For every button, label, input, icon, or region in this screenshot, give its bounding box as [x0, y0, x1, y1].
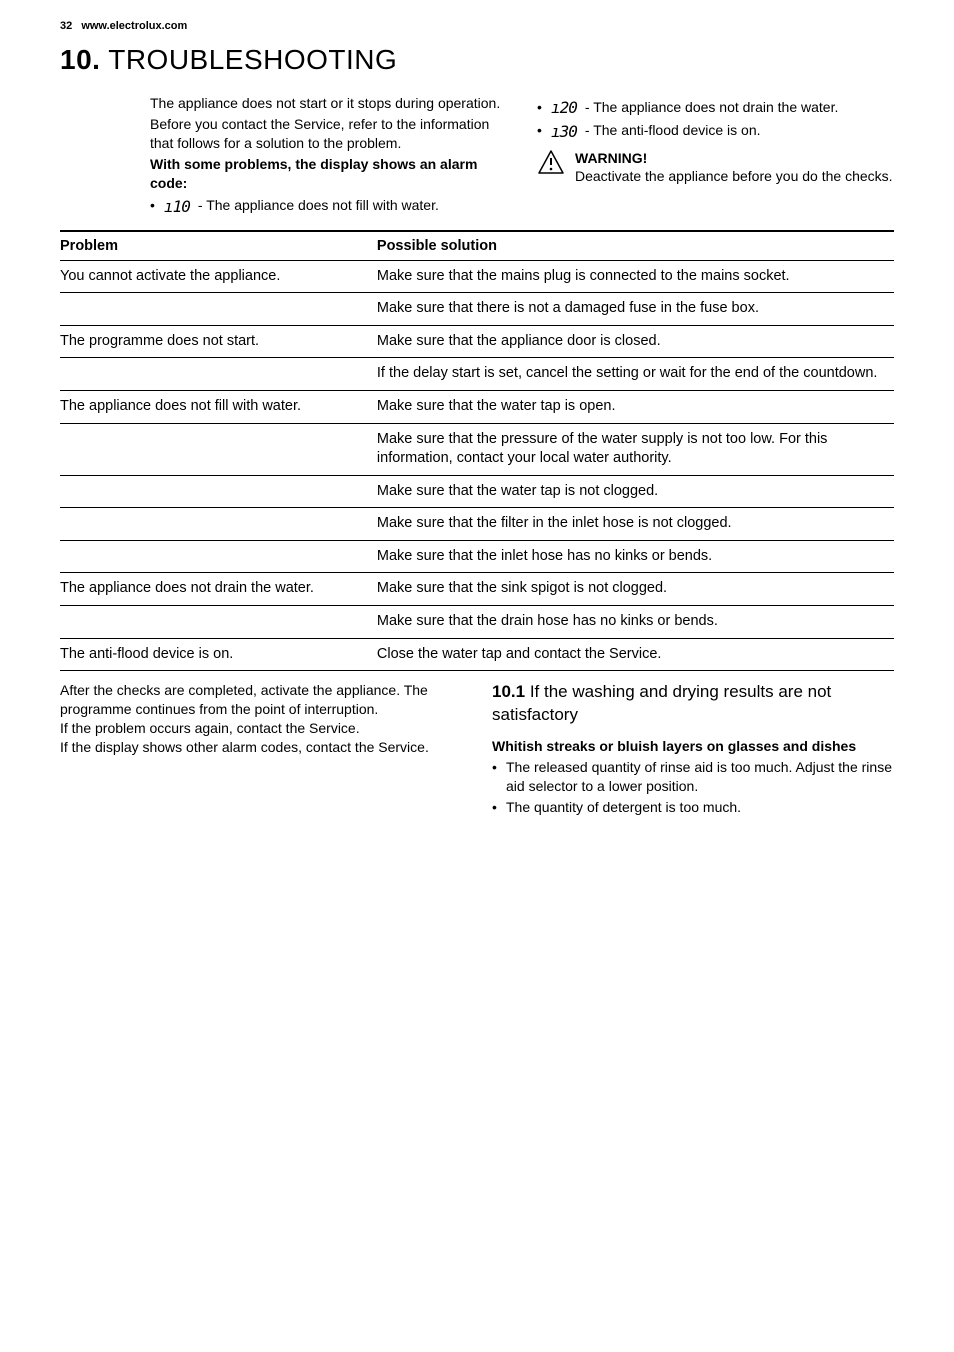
intro-p2: Before you contact the Service, refer to… — [150, 115, 507, 153]
page-title: 10. TROUBLESHOOTING — [60, 44, 894, 76]
warning-title: WARNING! — [575, 149, 893, 168]
warning-body: Deactivate the appliance before you do t… — [575, 167, 893, 186]
alarm-code-i20-desc: - The appliance does not drain the water… — [581, 99, 838, 115]
solution-cell: Make sure that the drain hose has no kin… — [377, 605, 894, 638]
intro-p1: The appliance does not start or it stops… — [150, 94, 507, 113]
table-row: The appliance does not fill with water.M… — [60, 391, 894, 424]
solution-cell: Make sure that the mains plug is connect… — [377, 260, 894, 293]
problem-cell: The appliance does not drain the water. — [60, 573, 377, 606]
svg-text:ı10: ı10 — [164, 198, 190, 216]
table-row: Make sure that there is not a damaged fu… — [60, 293, 894, 326]
bottom-section: After the checks are completed, activate… — [60, 681, 894, 818]
problem-cell — [60, 508, 377, 541]
solution-cell: Make sure that there is not a damaged fu… — [377, 293, 894, 326]
intro-right-column: ı20 - The appliance does not drain the w… — [537, 94, 894, 220]
subsection-title: 10.1 If the washing and drying results a… — [492, 681, 894, 727]
subhead: Whitish streaks or bluish layers on glas… — [492, 737, 894, 756]
table-row: You cannot activate the appliance.Make s… — [60, 260, 894, 293]
problem-cell — [60, 540, 377, 573]
alarm-code-i10-icon: ı10 — [164, 198, 194, 216]
page-header: 32 www.electrolux.com — [60, 20, 894, 32]
after-checks-p3: If the display shows other alarm codes, … — [60, 738, 462, 757]
header-url: www.electrolux.com — [81, 20, 187, 32]
warning-icon — [537, 149, 565, 175]
table-row: Make sure that the pressure of the water… — [60, 423, 894, 475]
svg-text:ı20: ı20 — [551, 99, 577, 117]
bottom-right-column: 10.1 If the washing and drying results a… — [492, 681, 894, 818]
problem-cell — [60, 423, 377, 475]
table-row: Make sure that the filter in the inlet h… — [60, 508, 894, 541]
solution-cell: Make sure that the appliance door is clo… — [377, 325, 894, 358]
after-checks-p1: After the checks are completed, activate… — [60, 681, 462, 719]
table-header-row: Problem Possible solution — [60, 231, 894, 261]
solution-cell: Make sure that the water tap is open. — [377, 391, 894, 424]
solution-cell: Make sure that the inlet hose has no kin… — [377, 540, 894, 573]
table-header-solution: Possible solution — [377, 231, 894, 261]
table-row: If the delay start is set, cancel the se… — [60, 358, 894, 391]
list-item: The quantity of detergent is too much. — [492, 798, 894, 817]
solution-cell: Make sure that the water tap is not clog… — [377, 475, 894, 508]
alarm-code-i10-desc: - The appliance does not fill with water… — [194, 197, 439, 213]
table-row: Make sure that the drain hose has no kin… — [60, 605, 894, 638]
title-number: 10. — [60, 44, 100, 75]
troubleshooting-table: Problem Possible solution You cannot act… — [60, 230, 894, 671]
bottom-left-column: After the checks are completed, activate… — [60, 681, 462, 818]
problem-cell — [60, 293, 377, 326]
problem-cell — [60, 358, 377, 391]
table-row: The anti-flood device is on.Close the wa… — [60, 638, 894, 671]
table-row: Make sure that the inlet hose has no kin… — [60, 540, 894, 573]
solution-cell: Make sure that the sink spigot is not cl… — [377, 573, 894, 606]
subsection-text: If the washing and drying results are no… — [492, 682, 831, 724]
solution-cell: If the delay start is set, cancel the se… — [377, 358, 894, 391]
intro-bold: With some problems, the display shows an… — [150, 155, 507, 193]
alarm-code-item: ı10 - The appliance does not fill with w… — [150, 196, 507, 215]
alarm-code-i20-icon: ı20 — [551, 99, 581, 117]
alarm-code-item: ı20 - The appliance does not drain the w… — [537, 98, 894, 117]
list-item: The released quantity of rinse aid is to… — [492, 758, 894, 796]
table-row: Make sure that the water tap is not clog… — [60, 475, 894, 508]
problem-cell: The anti-flood device is on. — [60, 638, 377, 671]
problem-cell — [60, 475, 377, 508]
alarm-code-i30-desc: - The anti-flood device is on. — [581, 122, 761, 138]
problem-cell — [60, 605, 377, 638]
problem-cell: You cannot activate the appliance. — [60, 260, 377, 293]
warning-box: WARNING! Deactivate the appliance before… — [537, 149, 894, 187]
solution-cell: Close the water tap and contact the Serv… — [377, 638, 894, 671]
intro-section: The appliance does not start or it stops… — [150, 94, 894, 220]
table-row: The appliance does not drain the water.M… — [60, 573, 894, 606]
problem-cell: The programme does not start. — [60, 325, 377, 358]
alarm-code-item: ı30 - The anti-flood device is on. — [537, 121, 894, 140]
table-header-problem: Problem — [60, 231, 377, 261]
solution-cell: Make sure that the pressure of the water… — [377, 423, 894, 475]
intro-left-column: The appliance does not start or it stops… — [150, 94, 507, 220]
alarm-code-i30-icon: ı30 — [551, 123, 581, 141]
warning-text: WARNING! Deactivate the appliance before… — [575, 149, 893, 187]
subsection-number: 10.1 — [492, 682, 525, 701]
page-number: 32 — [60, 20, 72, 32]
after-checks-p2: If the problem occurs again, contact the… — [60, 719, 462, 738]
solution-cell: Make sure that the filter in the inlet h… — [377, 508, 894, 541]
svg-text:ı30: ı30 — [551, 123, 577, 141]
table-row: The programme does not start.Make sure t… — [60, 325, 894, 358]
problem-cell: The appliance does not fill with water. — [60, 391, 377, 424]
title-text: TROUBLESHOOTING — [108, 44, 397, 75]
